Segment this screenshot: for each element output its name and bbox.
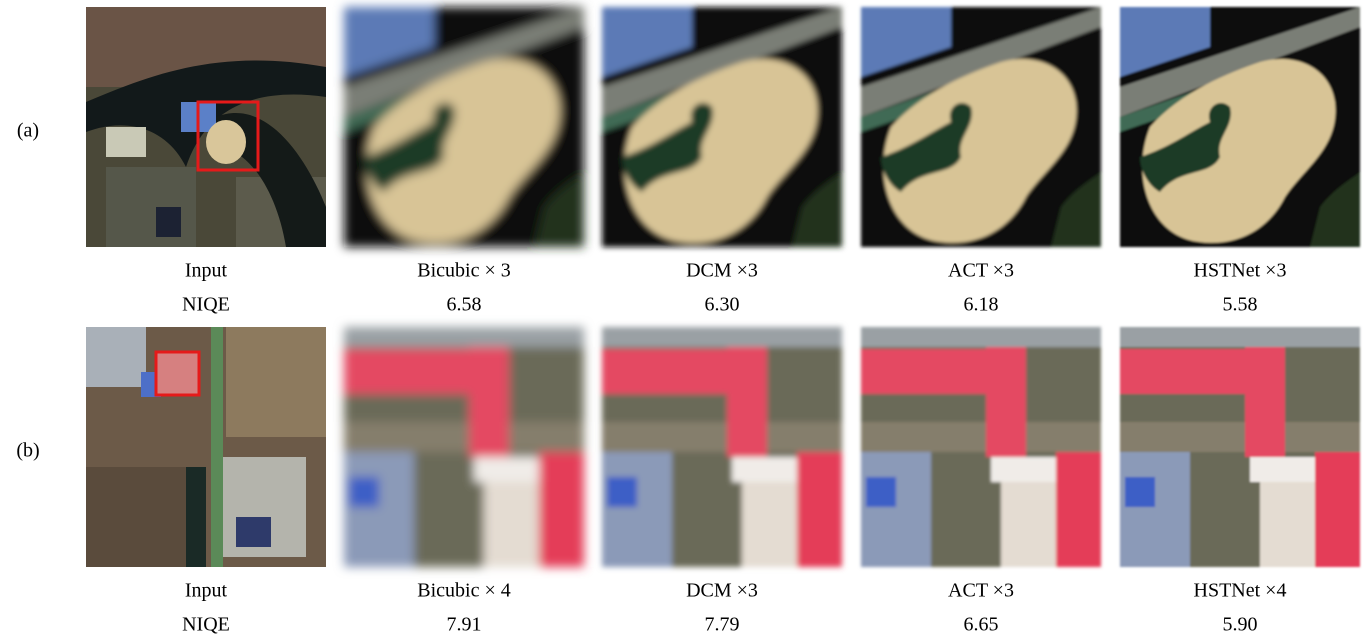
image-panel — [1120, 7, 1360, 247]
image-panel — [1120, 327, 1360, 567]
image-panel — [602, 7, 842, 247]
score: 7.91 — [447, 614, 482, 636]
score: 6.30 — [705, 294, 740, 316]
image-panel — [861, 7, 1101, 247]
caption: Bicubic × 4 — [417, 580, 511, 602]
image-panel — [602, 327, 842, 567]
caption: HSTNet ×3 — [1194, 260, 1287, 282]
score: 5.58 — [1223, 294, 1258, 316]
caption: ACT ×3 — [948, 260, 1014, 282]
caption: DCM ×3 — [686, 580, 758, 602]
row-label: (b) — [16, 440, 39, 462]
score: 6.65 — [964, 614, 999, 636]
score: 7.79 — [705, 614, 740, 636]
score: 6.58 — [447, 294, 482, 316]
score: NIQE — [182, 614, 230, 636]
image-panel — [86, 327, 326, 567]
row-label: (a) — [17, 120, 39, 142]
image-panel — [86, 7, 326, 247]
caption: HSTNet ×4 — [1194, 580, 1287, 602]
caption: DCM ×3 — [686, 260, 758, 282]
caption: ACT ×3 — [948, 580, 1014, 602]
image-panel — [344, 7, 584, 247]
caption: Input — [185, 580, 228, 602]
caption: Input — [185, 260, 228, 282]
score: 6.18 — [964, 294, 999, 316]
figure: (a) Input NIQE Bicubic × 3 6.58 DCM ×3 6.30 ACT… — [0, 0, 1363, 640]
score: 5.90 — [1223, 614, 1258, 636]
image-panel — [861, 327, 1101, 567]
image-panel — [344, 327, 584, 567]
caption: Bicubic × 3 — [417, 260, 511, 282]
score: NIQE — [182, 294, 230, 316]
